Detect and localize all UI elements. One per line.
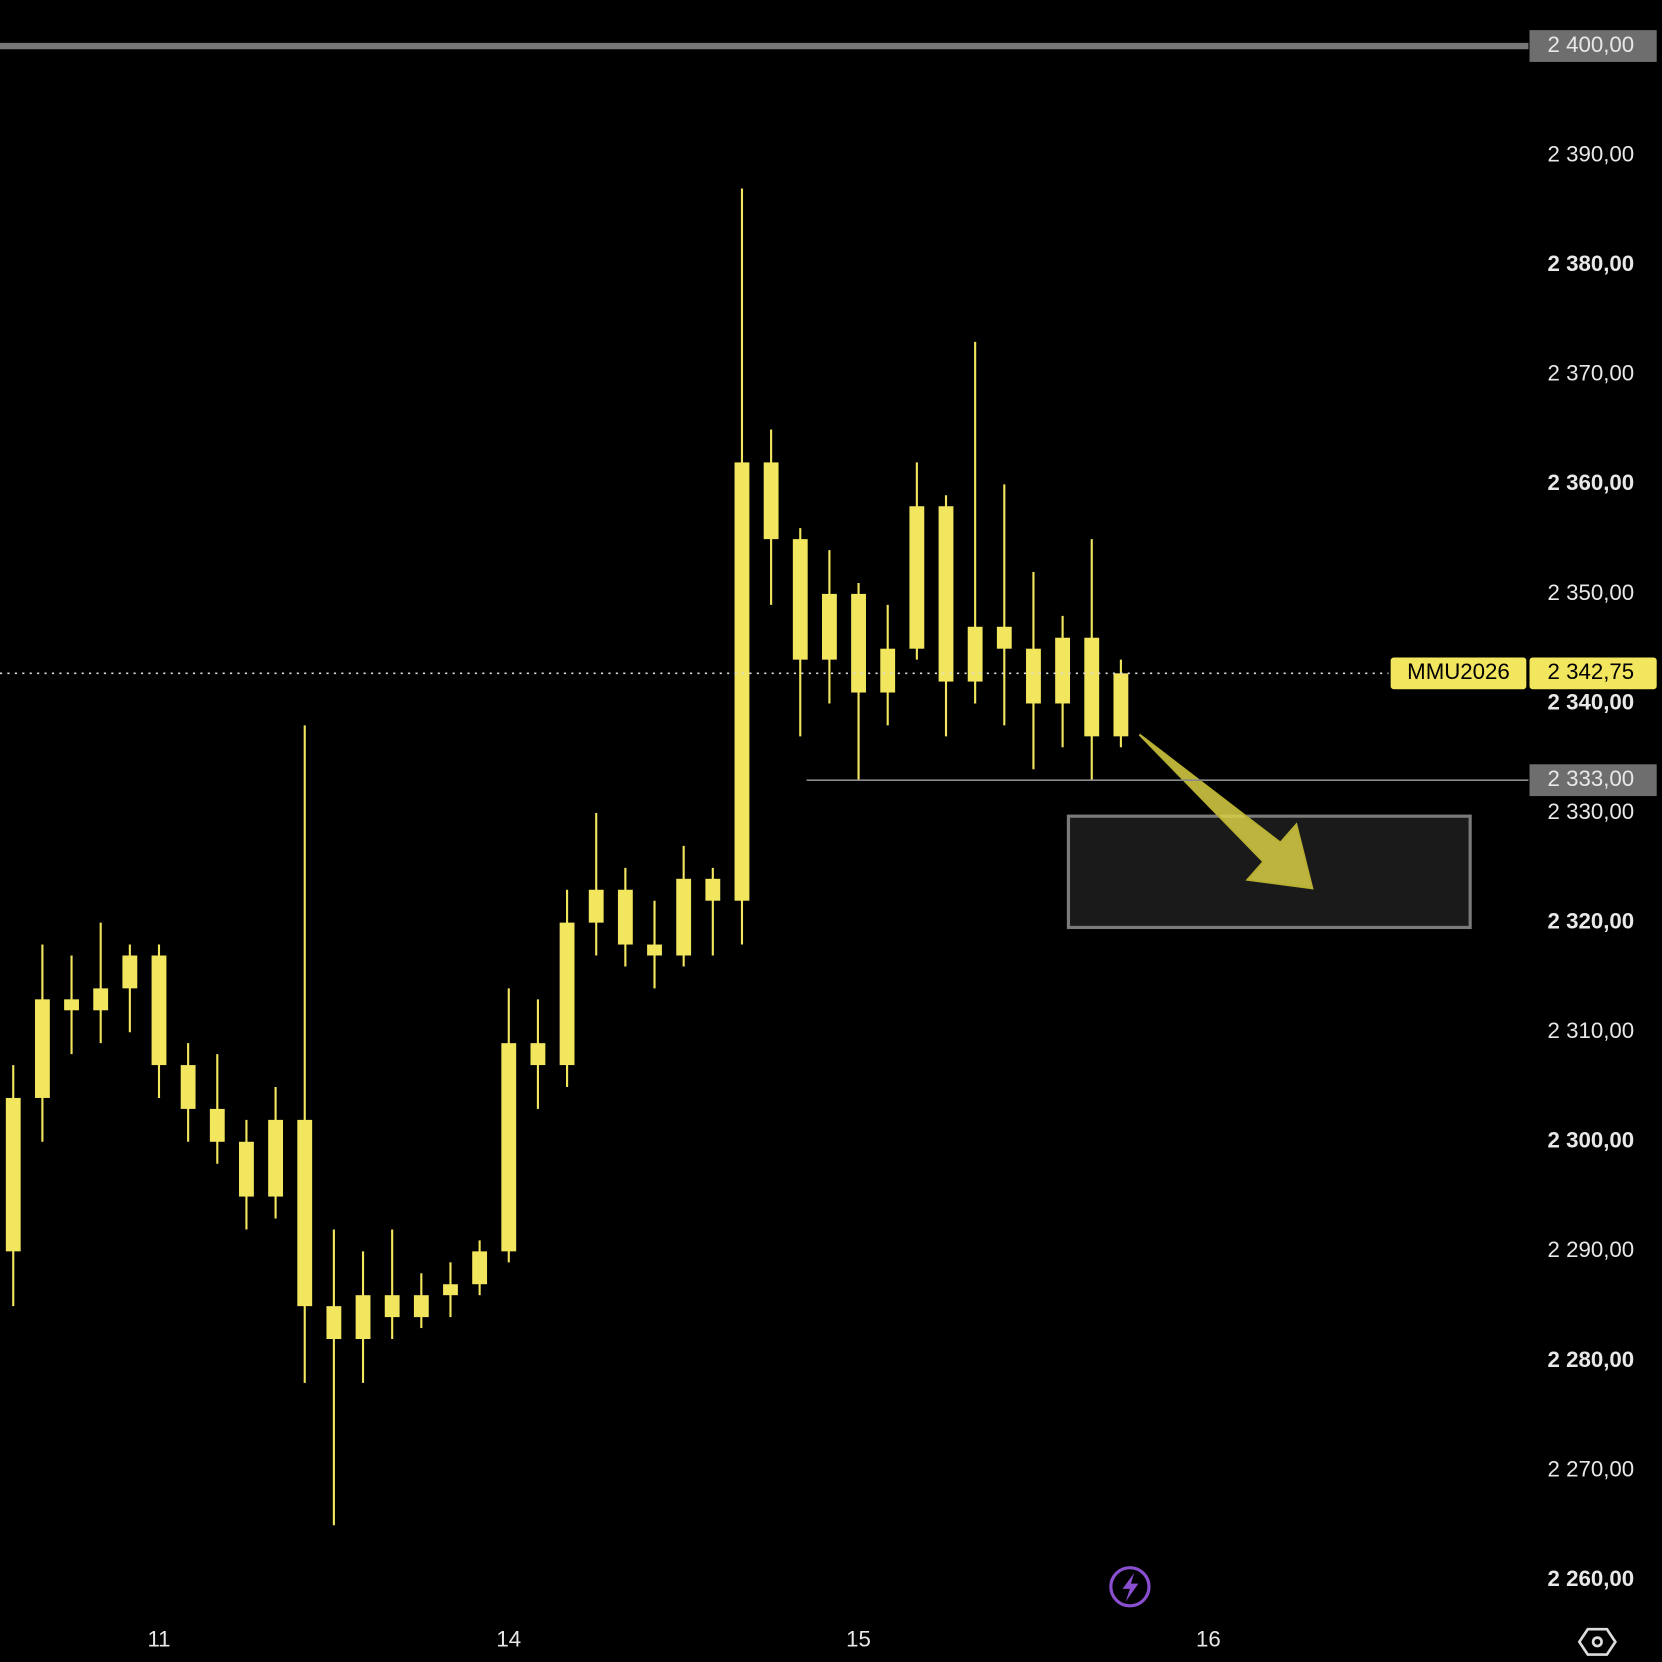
y-tick-label: 2 310,00 bbox=[1548, 1018, 1635, 1043]
x-tick-label: 11 bbox=[147, 1627, 170, 1652]
symbol-tag bbox=[1390, 657, 1527, 690]
candle-body bbox=[996, 626, 1012, 649]
y-tick-label: 2 330,00 bbox=[1548, 799, 1635, 824]
candle-body bbox=[1026, 648, 1041, 704]
candle-body bbox=[355, 1295, 371, 1340]
candle-body bbox=[180, 1065, 196, 1109]
candle-body bbox=[413, 1295, 429, 1318]
candle-body bbox=[530, 1043, 546, 1066]
candle-body bbox=[501, 1043, 517, 1252]
y-tick-label: 2 260,00 bbox=[1548, 1566, 1635, 1591]
candle-body bbox=[1084, 637, 1100, 737]
candle-body bbox=[384, 1295, 400, 1318]
x-tick-label: 16 bbox=[1196, 1627, 1221, 1652]
candle-body bbox=[239, 1141, 254, 1197]
candle-body bbox=[647, 944, 662, 956]
candle-body bbox=[268, 1119, 284, 1197]
candle-body bbox=[938, 506, 954, 682]
candle-body bbox=[5, 1097, 21, 1252]
candle-body bbox=[64, 999, 79, 1011]
candle-body bbox=[909, 506, 925, 649]
candle-body bbox=[1113, 673, 1129, 737]
x-tick-label: 14 bbox=[496, 1627, 521, 1652]
settings-icon[interactable] bbox=[1577, 1627, 1617, 1656]
candle-body bbox=[1055, 637, 1071, 704]
candle-body bbox=[472, 1251, 488, 1285]
y-tick-label: 2 390,00 bbox=[1548, 141, 1635, 166]
y-tick-label: 2 360,00 bbox=[1548, 470, 1635, 495]
y-tick-label: 2 340,00 bbox=[1548, 689, 1635, 714]
candle-body bbox=[297, 1119, 313, 1307]
y-tick-label: 2 300,00 bbox=[1548, 1128, 1635, 1153]
candle-body bbox=[734, 462, 750, 901]
y-tick-label: 2 270,00 bbox=[1548, 1456, 1635, 1481]
candle-body bbox=[34, 999, 50, 1098]
candle-body bbox=[326, 1306, 342, 1340]
candle-body bbox=[705, 878, 721, 901]
candle-body bbox=[588, 889, 604, 923]
price-tag bbox=[1529, 657, 1657, 690]
candle-body bbox=[151, 955, 167, 1066]
candle-body bbox=[443, 1284, 458, 1296]
line-label-box bbox=[1529, 30, 1657, 62]
candle-body bbox=[792, 539, 808, 660]
arrow bbox=[1138, 733, 1314, 890]
candle-body bbox=[676, 878, 692, 956]
icon-circle bbox=[1109, 1566, 1151, 1608]
candle-body bbox=[821, 593, 837, 660]
candle-body bbox=[209, 1108, 225, 1142]
candle-body bbox=[617, 889, 633, 945]
y-tick-label: 2 290,00 bbox=[1548, 1237, 1635, 1262]
symbol-name: MMU2026 bbox=[1407, 659, 1510, 684]
candle-body bbox=[967, 626, 983, 682]
lightning-icon[interactable] bbox=[1109, 1566, 1151, 1608]
plot-layer bbox=[5, 188, 1129, 1526]
line-label: 2 400,00 bbox=[1548, 32, 1635, 57]
icon-dot bbox=[1591, 1636, 1603, 1648]
line-label-box bbox=[1529, 764, 1657, 797]
y-tick-label: 2 370,00 bbox=[1548, 361, 1635, 386]
y-tick-label: 2 350,00 bbox=[1548, 580, 1635, 605]
y-tick-label: 2 380,00 bbox=[1548, 251, 1635, 276]
y-tick-label: 2 320,00 bbox=[1548, 909, 1635, 934]
icon-hexagon bbox=[1577, 1627, 1617, 1656]
candle-body bbox=[851, 593, 866, 693]
candle-body bbox=[880, 648, 896, 693]
candle-body bbox=[559, 922, 575, 1066]
icon-bolt bbox=[1122, 1572, 1139, 1602]
candle-body bbox=[93, 988, 109, 1011]
candle-body bbox=[122, 955, 138, 989]
last-price-label: 2 342,75 bbox=[1548, 659, 1635, 684]
line-label: 2 333,00 bbox=[1548, 766, 1635, 791]
x-tick-label: 15 bbox=[846, 1627, 871, 1652]
candle-body bbox=[763, 462, 779, 540]
y-tick-label: 2 280,00 bbox=[1548, 1347, 1635, 1372]
